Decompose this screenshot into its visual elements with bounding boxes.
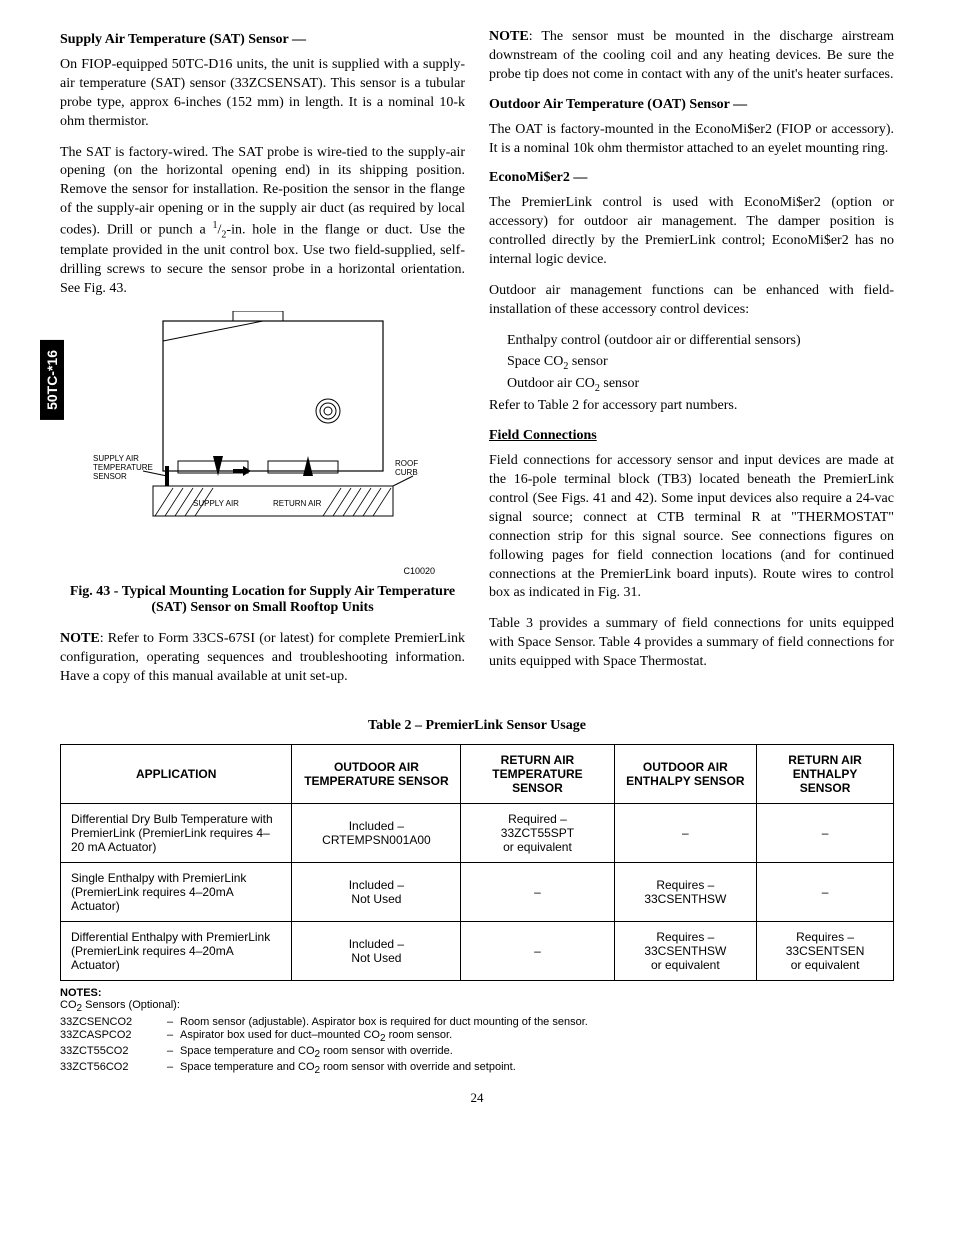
- figure-caption: Fig. 43 - Typical Mounting Location for …: [60, 584, 465, 616]
- th-oae: OUTDOOR AIR ENTHALPY SENSOR: [614, 745, 757, 804]
- th-app: APPLICATION: [61, 745, 292, 804]
- field-conn-para2: Table 3 provides a summary of field conn…: [489, 615, 894, 672]
- ref-table2: Refer to Table 2 for accessory part numb…: [489, 397, 894, 416]
- page-number: 24: [60, 1090, 894, 1106]
- sat-para1: On FIOP-equipped 50TC-D16 units, the uni…: [60, 56, 465, 132]
- table-cell: –: [757, 804, 894, 863]
- fig-label-return: RETURN AIR: [273, 499, 322, 508]
- table-cell: Required –33ZCT55SPTor equivalent: [461, 804, 614, 863]
- left-column: Supply Air Temperature (SAT) Sensor — On…: [60, 28, 465, 698]
- table-cell: Included –CRTEMPSN001A00: [292, 804, 461, 863]
- table-cell: –: [614, 804, 757, 863]
- sat-para2: The SAT is factory-wired. The SAT probe …: [60, 144, 465, 299]
- th-rat: RETURN AIR TEMPERATURE SENSOR: [461, 745, 614, 804]
- list-item-enthalpy: Enthalpy control (outdoor air or differe…: [507, 332, 894, 351]
- note-line: 33ZCSENCO2–Room sensor (adjustable). Asp…: [60, 1016, 894, 1028]
- figure-43: SUPPLY AIR TEMPERATURE SENSOR SUPPLY AIR…: [60, 311, 465, 576]
- fig-label-sat: SUPPLY AIR TEMPERATURE SENSOR: [93, 454, 155, 481]
- note-line: 33ZCASPCO2–Aspirator box used for duct–m…: [60, 1029, 894, 1044]
- econo-para2: Outdoor air management functions can be …: [489, 282, 894, 320]
- table-cell: –: [757, 863, 894, 922]
- note-para: NOTE: Refer to Form 33CS-67SI (or latest…: [60, 630, 465, 687]
- table-row: Differential Dry Bulb Temperature with P…: [61, 804, 894, 863]
- table-cell: Requires –33CSENTHSWor equivalent: [614, 922, 757, 981]
- table-cell: Requires –33CSENTHSW: [614, 863, 757, 922]
- econo-header: EconoMi$er2 —: [489, 170, 894, 186]
- sensor-table: APPLICATION OUTDOOR AIR TEMPERATURE SENS…: [60, 744, 894, 981]
- table-row: Single Enthalpy with PremierLink (Premie…: [61, 863, 894, 922]
- right-column: NOTE: The sensor must be mounted in the …: [489, 28, 894, 698]
- field-conn-para1: Field connections for accessory sensor a…: [489, 452, 894, 603]
- list-item-space-co2: Space CO2 sensor: [507, 353, 894, 373]
- table-cell: Single Enthalpy with PremierLink (Premie…: [61, 863, 292, 922]
- sat-header: Supply Air Temperature (SAT) Sensor —: [60, 32, 465, 48]
- list-item-outdoor-co2: Outdoor air CO2 sensor: [507, 375, 894, 395]
- th-rae: RETURN AIR ENTHALPY SENSOR: [757, 745, 894, 804]
- table-cell: Included –Not Used: [292, 922, 461, 981]
- fig-label-roof: ROOF CURB: [395, 459, 420, 477]
- note-line: 33ZCT55CO2–Space temperature and CO2 roo…: [60, 1045, 894, 1060]
- table-cell: Requires –33CSENTSENor equivalent: [757, 922, 894, 981]
- note-line: 33ZCT56CO2–Space temperature and CO2 roo…: [60, 1061, 894, 1076]
- right-note: NOTE: The sensor must be mounted in the …: [489, 28, 894, 85]
- table-title: Table 2 – PremierLink Sensor Usage: [60, 718, 894, 734]
- table-row: Differential Enthalpy with PremierLink (…: [61, 922, 894, 981]
- table-cell: –: [461, 922, 614, 981]
- econo-para1: The PremierLink control is used with Eco…: [489, 194, 894, 270]
- field-connections-header: Field Connections: [489, 428, 894, 444]
- side-tab: 50TC-*16: [40, 340, 64, 420]
- oat-header: Outdoor Air Temperature (OAT) Sensor —: [489, 97, 894, 113]
- table-cell: Differential Dry Bulb Temperature with P…: [61, 804, 292, 863]
- figure-svg: SUPPLY AIR TEMPERATURE SENSOR SUPPLY AIR…: [93, 311, 433, 561]
- accessory-list: Enthalpy control (outdoor air or differe…: [507, 332, 894, 395]
- notes-section: NOTES: CO2 Sensors (Optional): 33ZCSENCO…: [60, 987, 894, 1076]
- table-cell: –: [461, 863, 614, 922]
- table-cell: Included –Not Used: [292, 863, 461, 922]
- oat-para: The OAT is factory-mounted in the EconoM…: [489, 121, 894, 159]
- figure-id: C10020: [60, 566, 435, 576]
- th-oat: OUTDOOR AIR TEMPERATURE SENSOR: [292, 745, 461, 804]
- table-cell: Differential Enthalpy with PremierLink (…: [61, 922, 292, 981]
- fig-label-supply: SUPPLY AIR: [193, 499, 239, 508]
